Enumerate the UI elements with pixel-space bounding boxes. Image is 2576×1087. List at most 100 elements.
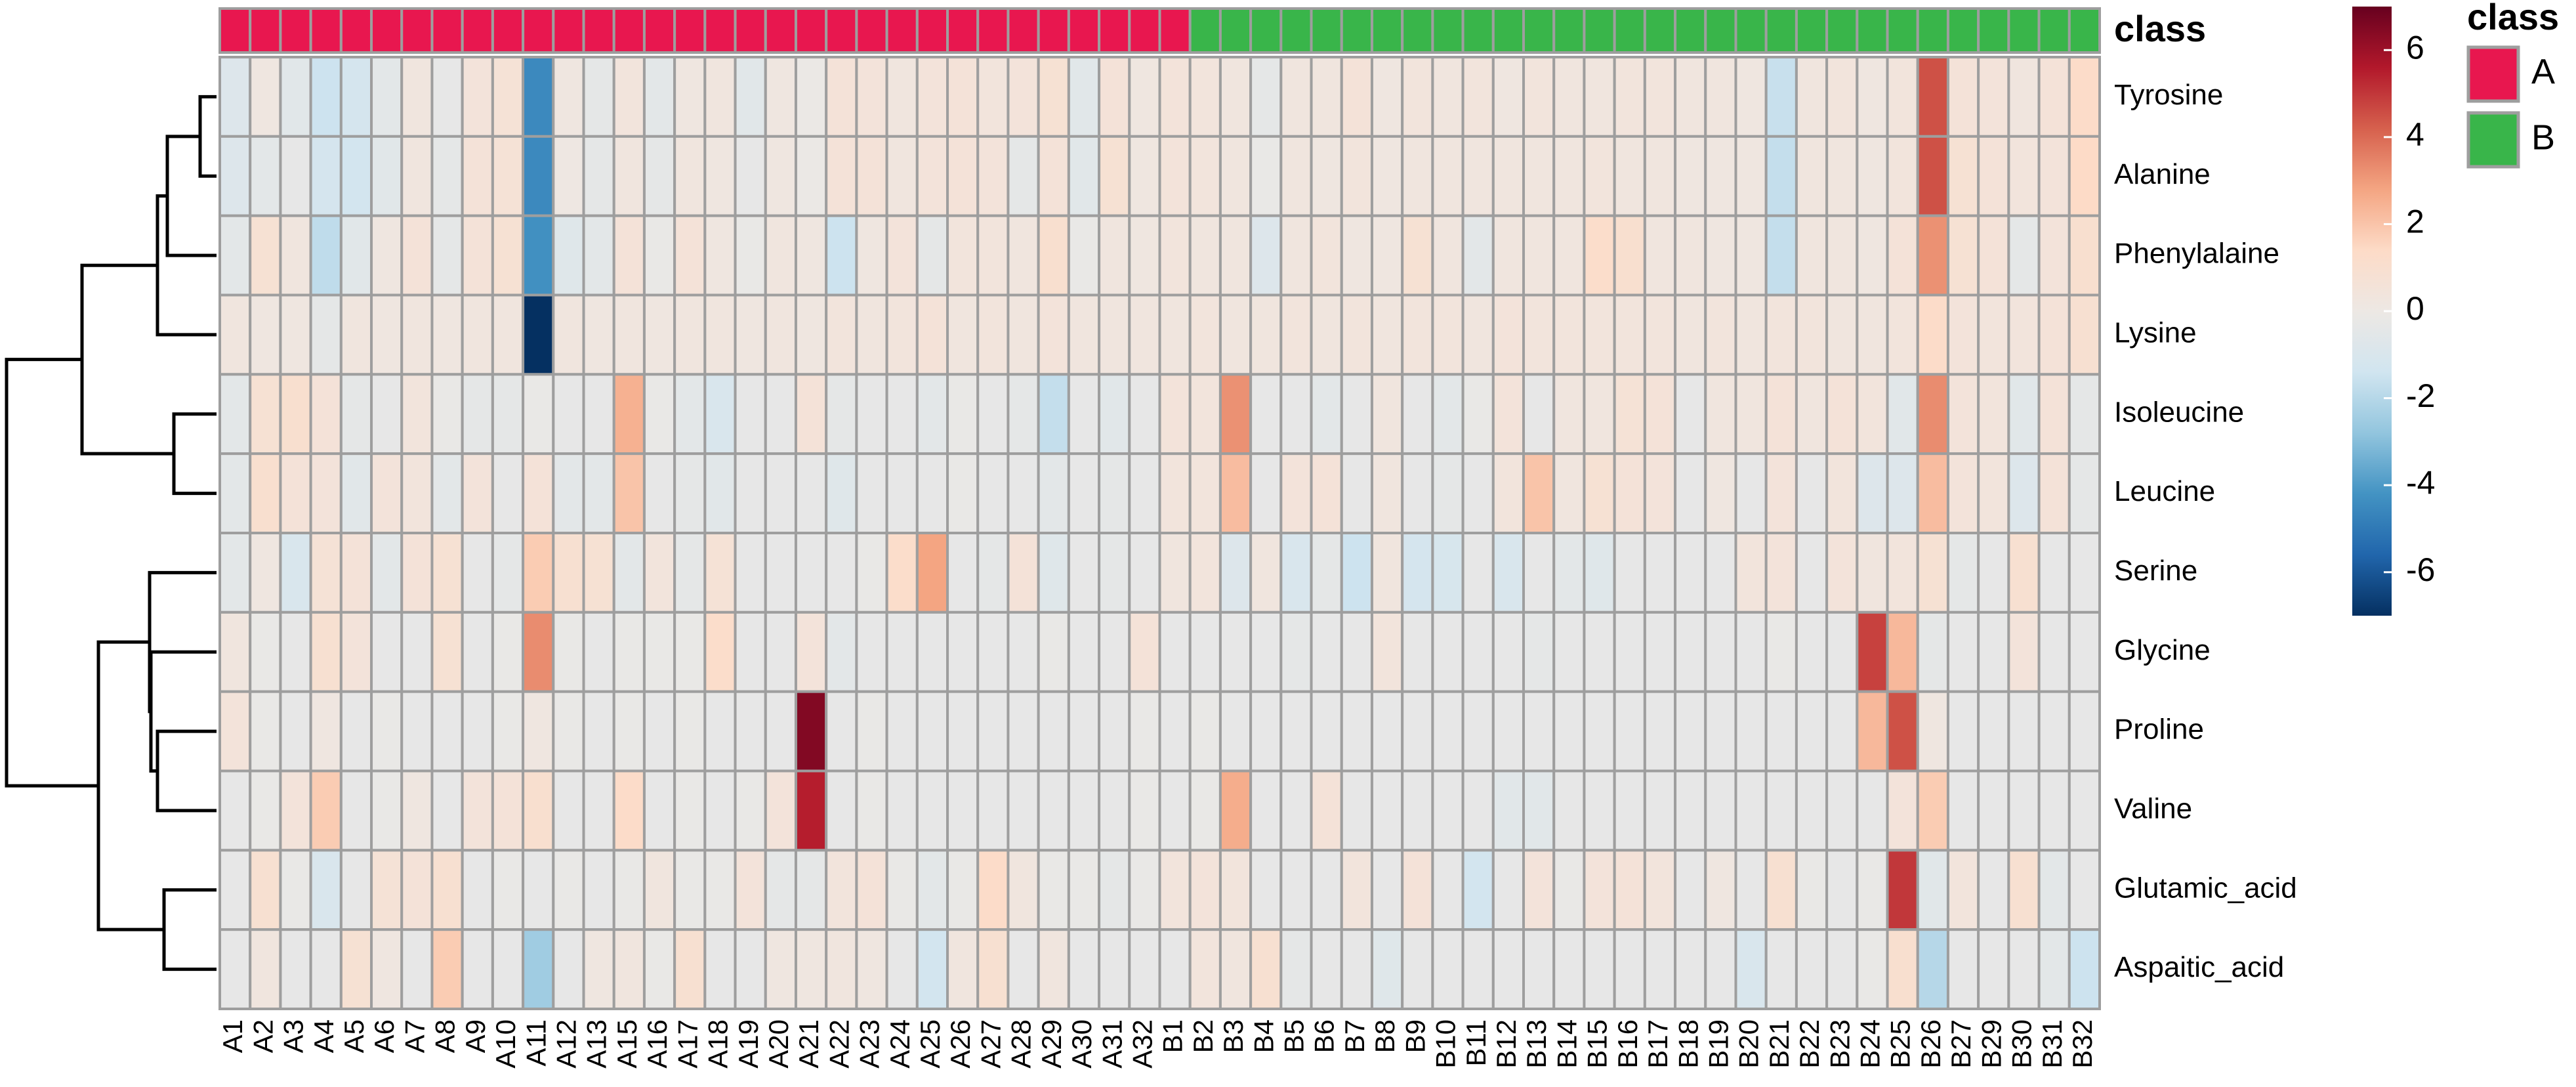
- heatmap-cell-Leucine-A7: [400, 452, 434, 535]
- column-label-A24: A24: [884, 1019, 915, 1069]
- heatmap-cell-Lysine-A18: [703, 293, 737, 376]
- column-label-A4: A4: [308, 1019, 339, 1053]
- heatmap-cell-Proline-B7: [1340, 690, 1373, 773]
- heatmap-cell-Aspaitic_acid-A6: [370, 928, 404, 1010]
- heatmap-cell-Proline-B32: [2067, 690, 2101, 773]
- heatmap-cell-Lysine-A25: [915, 293, 949, 376]
- heatmap-cell-Alanine-B22: [1795, 135, 1829, 217]
- heatmap-cell-Aspaitic_acid-B24: [1856, 928, 1889, 1010]
- heatmap-cell-Glycine-A22: [825, 610, 858, 693]
- colorbar: 6 4 2 0 -2 -4 -6: [2352, 7, 2435, 616]
- heatmap-cell-Aspaitic_acid-A15: [612, 928, 646, 1010]
- heatmap-cell-Lysine-B12: [1491, 293, 1526, 376]
- heatmap-cell-Aspaitic_acid-A28: [1007, 928, 1040, 1010]
- heatmap-cell-Glycine-A9: [461, 610, 494, 693]
- heatmap-cell-Valine-B4: [1249, 769, 1283, 852]
- heatmap-cell-Glutamic_acid-A31: [1098, 849, 1131, 931]
- heatmap-cell-Isoleucine-A30: [1067, 373, 1101, 456]
- heatmap-cell-Tyrosine-A2: [249, 56, 282, 138]
- heatmap-cell-Tyrosine-B9: [1401, 56, 1434, 138]
- heatmap-cell-Glycine-B24: [1856, 610, 1889, 693]
- heatmap-cell-Tyrosine-A24: [885, 56, 919, 138]
- heatmap-cell-Glutamic_acid-A8: [430, 849, 464, 931]
- heatmap-cell-Aspaitic_acid-B22: [1795, 928, 1829, 1010]
- heatmap-cell-Serine-A28: [1007, 532, 1040, 614]
- heatmap-cell-Lysine-A30: [1067, 293, 1101, 376]
- column-label-B3: B3: [1218, 1019, 1249, 1053]
- heatmap-cell-Glycine-A27: [976, 610, 1010, 693]
- column-label-B8: B8: [1369, 1019, 1400, 1053]
- annotation-cell-B15: [1583, 7, 1616, 54]
- heatmap-cell-Phenylalaine-B23: [1825, 214, 1859, 297]
- heatmap-cell-Alanine-B16: [1613, 135, 1646, 217]
- heatmap-cell-Glycine-B31: [2037, 610, 2071, 693]
- heatmap-cell-Alanine-B30: [2007, 135, 2041, 217]
- column-label-A19: A19: [733, 1019, 764, 1069]
- column-label-A2: A2: [247, 1019, 278, 1053]
- heatmap-cell-Phenylalaine-A8: [430, 214, 464, 297]
- class-annotation-title: class: [2114, 8, 2206, 49]
- heatmap-cell-Valine-B23: [1825, 769, 1859, 852]
- column-label-A3: A3: [278, 1019, 309, 1053]
- heatmap-cell-Serine-A30: [1067, 532, 1101, 614]
- heatmap-cell-Glycine-B9: [1401, 610, 1434, 693]
- heatmap-cell-Isoleucine-B8: [1370, 373, 1404, 456]
- heatmap-cell-Tyrosine-A8: [430, 56, 464, 138]
- heatmap-cell-Aspaitic_acid-B14: [1552, 928, 1586, 1010]
- heatmap-cell-Phenylalaine-B29: [1977, 214, 2010, 297]
- heatmap-cell-Serine-B23: [1825, 532, 1859, 614]
- heatmap-cell-Proline-B20: [1734, 690, 1768, 773]
- heatmap-cell-Aspaitic_acid-A30: [1067, 928, 1101, 1010]
- heatmap-cell-Valine-B6: [1310, 769, 1343, 852]
- heatmap-cell-Phenylalaine-B24: [1856, 214, 1889, 297]
- heatmap-cell-Tyrosine-B27: [1946, 56, 1980, 138]
- heatmap-cell-Serine-A3: [279, 532, 312, 614]
- annotation-cell-B26: [1916, 7, 1949, 54]
- heatmap-cell-Glycine-B18: [1674, 610, 1707, 693]
- heatmap-cell-Glutamic_acid-A20: [764, 849, 797, 931]
- heatmap-cell-Serine-B32: [2067, 532, 2101, 614]
- heatmap-cell-Proline-B11: [1461, 690, 1495, 773]
- annotation-cell-B27: [1946, 7, 1980, 54]
- heatmap-cell-Isoleucine-A21: [794, 373, 828, 456]
- heatmap-cell-Lysine-B18: [1674, 293, 1707, 376]
- heatmap-cell-Glycine-B19: [1704, 610, 1737, 693]
- column-labels: A1 A2 A3 A4 A5 A6 A7 A8 A9 A10 A11 A12 A13 A15 A16 A17 A…: [217, 1019, 2098, 1069]
- column-label-A23: A23: [854, 1019, 885, 1069]
- heatmap-cell-Tyrosine-A26: [946, 56, 980, 138]
- heatmap-cell-Valine-B22: [1795, 769, 1829, 852]
- annotation-cell-B8: [1370, 7, 1404, 54]
- heatmap-cell-Isoleucine-B15: [1583, 373, 1616, 456]
- heatmap-cell-Glutamic_acid-B31: [2037, 849, 2071, 931]
- heatmap-cell-Leucine-B9: [1401, 452, 1434, 535]
- heatmap-cell-Glycine-B1: [1158, 610, 1192, 693]
- heatmap-cell-Glutamic_acid-A13: [582, 849, 615, 931]
- column-label-A1: A1: [217, 1019, 248, 1053]
- heatmap-cell-Lysine-A31: [1098, 293, 1131, 376]
- heatmap-cell-Isoleucine-B14: [1552, 373, 1586, 456]
- heatmap-cell-Tyrosine-B19: [1704, 56, 1737, 138]
- heatmap-cell-Valine-A31: [1098, 769, 1131, 852]
- heatmap-cell-Proline-A20: [764, 690, 797, 773]
- heatmap-cell-Lysine-A7: [400, 293, 434, 376]
- heatmap-cell-Lysine-A4: [309, 293, 343, 376]
- heatmap-cell-Aspaitic_acid-B7: [1340, 928, 1373, 1010]
- annotation-cell-A18: [703, 7, 737, 54]
- heatmap-cell-Serine-A1: [218, 532, 252, 614]
- heatmap-cell-Isoleucine-B6: [1310, 373, 1343, 456]
- heatmap-cell-Proline-A29: [1037, 690, 1070, 773]
- heatmap-cell-Alanine-A23: [855, 135, 888, 217]
- heatmap-cell-Lysine-B29: [1977, 293, 2010, 376]
- heatmap-cell-Valine-A7: [400, 769, 434, 852]
- heatmap-cell-Proline-B4: [1249, 690, 1283, 773]
- heatmap-cell-Aspaitic_acid-A2: [249, 928, 282, 1010]
- row-label-Leucine: Leucine: [2114, 475, 2215, 507]
- heatmap-cell-Phenylalaine-A22: [825, 214, 858, 297]
- heatmap-cell-Aspaitic_acid-A24: [885, 928, 919, 1010]
- heatmap-cell-Proline-A18: [703, 690, 737, 773]
- heatmap-cell-Aspaitic_acid-A23: [855, 928, 888, 1010]
- heatmap-cell-Phenylalaine-B10: [1431, 214, 1465, 297]
- heatmap-cell-Lysine-A29: [1037, 293, 1070, 376]
- heatmap-cell-Proline-A27: [976, 690, 1010, 773]
